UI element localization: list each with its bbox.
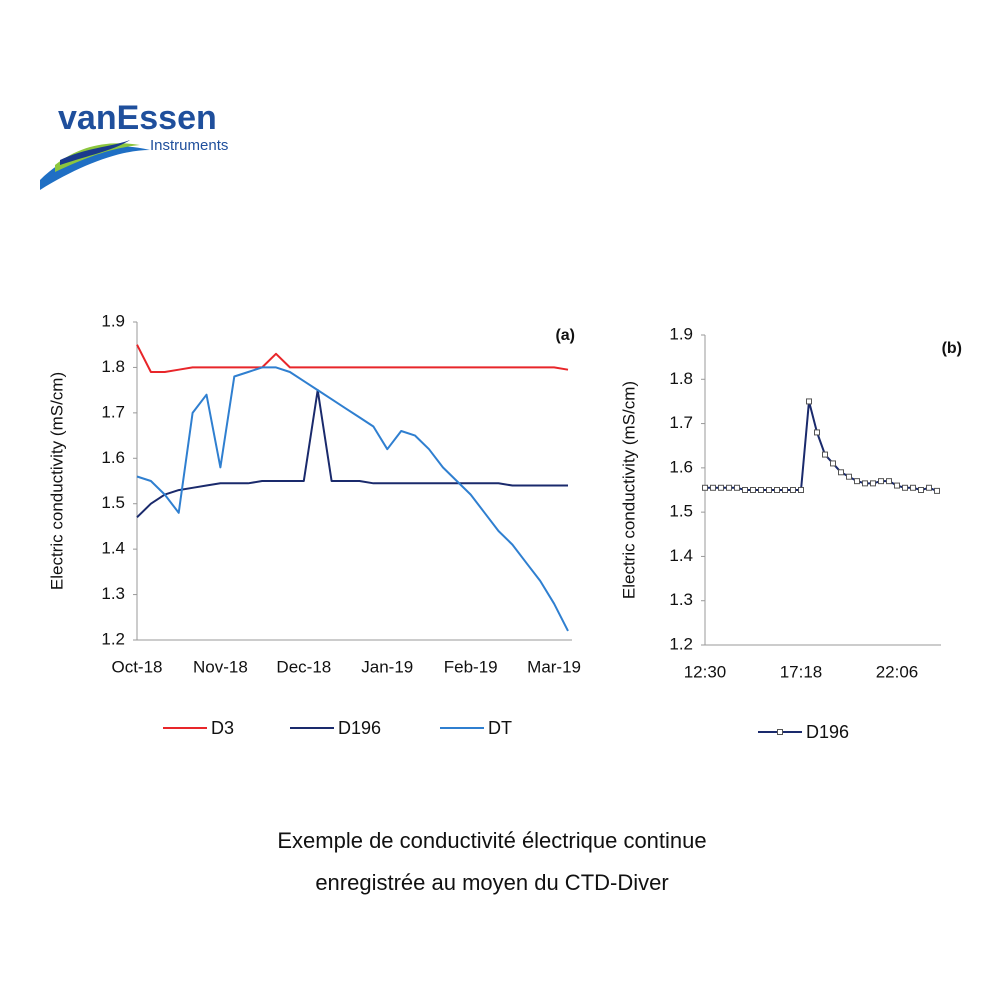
point-marker	[910, 484, 916, 491]
point-marker	[806, 398, 812, 405]
y-tick-label: 1.5	[101, 493, 125, 512]
series-line	[136, 366, 569, 632]
logo-sub: Instruments	[150, 137, 228, 154]
panel-label: (b)	[942, 340, 962, 357]
point-marker	[822, 451, 828, 458]
x-tick-label: Jan-19	[361, 657, 413, 676]
point-marker	[854, 478, 860, 485]
point-marker	[766, 487, 772, 493]
point-marker	[830, 460, 836, 467]
caption: enregistrée au moyen du CTD-Diver	[315, 870, 668, 895]
point-marker	[934, 487, 940, 494]
legend-label: D3	[211, 718, 234, 738]
legend-label: D196	[806, 722, 849, 742]
y-tick-label: 1.4	[101, 539, 125, 558]
x-tick-label: Dec-18	[276, 657, 331, 676]
point-marker	[798, 487, 804, 493]
x-tick-label: Feb-19	[444, 657, 498, 676]
y-axis-title: Electric conductivity (mS/cm)	[47, 372, 66, 590]
y-tick-label: 1.9	[669, 324, 693, 343]
y-tick-label: 1.3	[101, 584, 125, 603]
x-tick-label: Nov-18	[193, 657, 248, 676]
point-marker	[702, 484, 708, 491]
y-axis-title: Electric conductivity (mS/cm)	[619, 381, 638, 599]
point-marker	[926, 484, 932, 491]
y-tick-label: 1.8	[669, 369, 693, 388]
point-marker	[734, 484, 740, 491]
y-tick-label: 1.5	[669, 502, 693, 521]
point-marker	[894, 482, 900, 489]
y-tick-label: 1.4	[669, 546, 693, 565]
logo: vanEssen Instruments	[40, 99, 228, 190]
x-tick-label: 17:18	[780, 662, 823, 681]
point-marker	[878, 478, 884, 485]
logo-wave	[60, 140, 130, 165]
point-marker	[710, 484, 716, 491]
point-marker	[718, 484, 724, 491]
y-tick-label: 1.7	[101, 402, 125, 421]
caption: Exemple de conductivité électrique conti…	[277, 828, 706, 853]
point-marker	[742, 487, 748, 493]
x-tick-label: Oct-18	[111, 657, 162, 676]
x-tick-label: Mar-19	[527, 657, 581, 676]
point-marker	[870, 480, 876, 487]
y-tick-label: 1.9	[101, 311, 125, 330]
point-marker	[918, 487, 924, 493]
panel-label: (a)	[555, 327, 575, 344]
point-marker	[782, 487, 788, 493]
y-tick-label: 1.6	[669, 457, 693, 476]
point-marker	[838, 469, 844, 476]
legend-label: DT	[488, 718, 512, 738]
point-marker	[790, 487, 796, 493]
point-marker	[774, 487, 780, 493]
point-marker	[862, 480, 868, 487]
point-marker	[750, 487, 756, 493]
x-tick-label: 22:06	[876, 662, 919, 681]
y-tick-label: 1.3	[669, 590, 693, 609]
point-marker	[886, 478, 892, 485]
y-tick-label: 1.8	[101, 357, 125, 376]
y-tick-label: 1.2	[101, 629, 125, 648]
legend-label: D196	[338, 718, 381, 738]
x-tick-label: 12:30	[684, 662, 727, 681]
series-line	[705, 400, 938, 492]
y-tick-label: 1.2	[669, 634, 693, 653]
y-tick-label: 1.6	[101, 448, 125, 467]
point-marker	[846, 473, 852, 480]
series-line	[136, 389, 568, 519]
point-marker	[902, 484, 908, 491]
series-line	[136, 344, 569, 373]
y-tick-label: 1.7	[669, 413, 693, 432]
logo-name: vanEssen	[58, 99, 217, 137]
point-marker	[726, 484, 732, 491]
legend-marker	[777, 729, 783, 735]
point-marker	[814, 429, 820, 436]
point-marker	[758, 487, 764, 493]
